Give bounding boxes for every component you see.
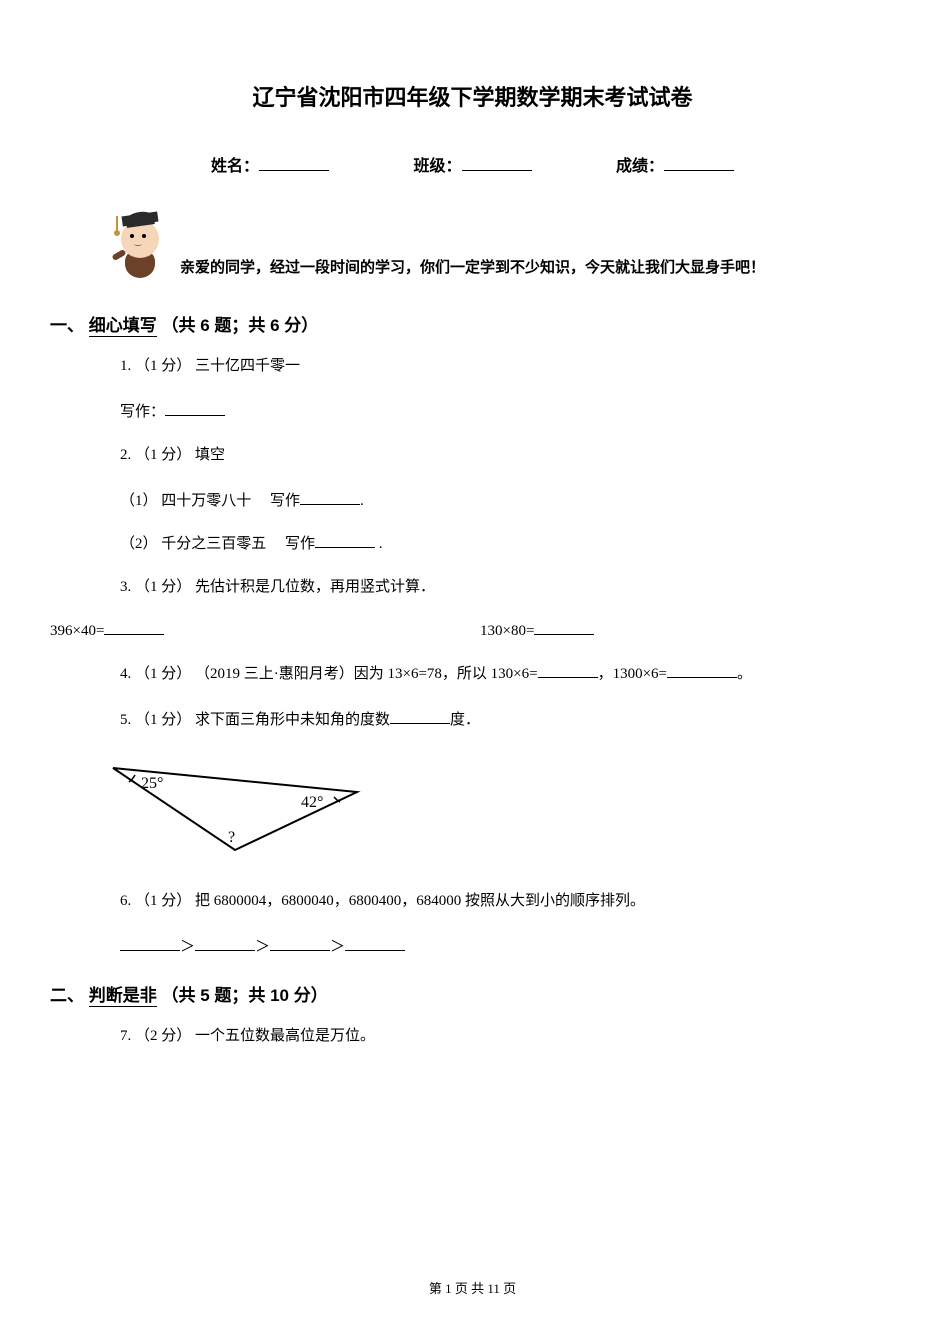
q2-p2-blank — [315, 534, 375, 548]
q2-p2-write: 写作 — [285, 536, 315, 552]
q2-p2-text: （2） 千分之三百零五 — [120, 536, 266, 552]
mascot-icon — [110, 206, 170, 281]
q6-gt1: ＞ — [180, 939, 195, 955]
q5-head: 5. （1 分） 求下面三角形中未知角的度数 — [120, 712, 390, 728]
section-2-scope: （共 5 题；共 10 分） — [161, 986, 327, 1005]
triangle-figure: 25° 42° ? — [105, 754, 895, 864]
question-6-answer: ＞ ＞ ＞ — [120, 935, 895, 956]
name-blank — [259, 170, 329, 171]
question-3: 3. （1 分） 先估计积是几位数，再用竖式计算． — [120, 575, 895, 599]
section-2-num: 二、 — [50, 986, 84, 1005]
greeting-row: 亲爱的同学，经过一段时间的学习，你们一定学到不少知识，今天就让我们大显身手吧！ — [110, 206, 895, 281]
class-label: 班级： — [413, 158, 461, 175]
question-3-expressions: 396×40= 130×80= — [50, 621, 895, 640]
q2-p2-end: . — [375, 536, 383, 552]
q3-blank2 — [534, 621, 594, 635]
q6-blank3 — [270, 937, 330, 951]
section-1-header: 一、 细心填写 （共 6 题；共 6 分） — [50, 311, 895, 336]
q3-blank1 — [104, 621, 164, 635]
q4-a: 4. （1 分） （2019 三上·惠阳月考）因为 13×6=78，所以 130… — [120, 666, 538, 682]
section-2-header: 二、 判断是非 （共 5 题；共 10 分） — [50, 981, 895, 1006]
q5-end: 度． — [450, 712, 480, 728]
question-4: 4. （1 分） （2019 三上·惠阳月考）因为 13×6=78，所以 130… — [120, 662, 895, 686]
question-6: 6. （1 分） 把 6800004，6800040，6800400，68400… — [120, 889, 895, 913]
footer-a: 第 — [429, 1281, 445, 1296]
footer-d: 11 — [487, 1281, 500, 1296]
q1-write-label: 写作： — [120, 404, 165, 420]
q4-blank1 — [538, 664, 598, 678]
question-7: 7. （2 分） 一个五位数最高位是万位。 — [120, 1024, 895, 1048]
q6-gt3: ＞ — [330, 939, 345, 955]
section-1-title: 细心填写 — [89, 316, 157, 337]
q2-p1-blank — [300, 491, 360, 505]
q1-blank — [165, 402, 225, 416]
exam-title: 辽宁省沈阳市四年级下学期数学期末考试试卷 — [50, 80, 895, 112]
section-1-num: 一、 — [50, 316, 84, 335]
question-2-p2: （2） 千分之三百零五 写作 . — [120, 532, 895, 553]
question-2: 2. （1 分） 填空 — [120, 443, 895, 467]
q2-p1-text: （1） 四十万零八十 — [120, 493, 251, 509]
greeting-text: 亲爱的同学，经过一段时间的学习，你们一定学到不少知识，今天就让我们大显身手吧！ — [180, 256, 765, 281]
score-blank — [664, 170, 734, 171]
class-blank — [462, 170, 532, 171]
footer-e: 页 — [500, 1281, 516, 1296]
question-1: 1. （1 分） 三十亿四千零一 — [120, 354, 895, 378]
triangle-svg: 25° 42° ? — [105, 754, 365, 859]
score-label: 成绩： — [616, 158, 664, 175]
question-1-sub: 写作： — [120, 400, 895, 421]
q2-p1-end: . — [360, 493, 364, 509]
section-1-scope: （共 6 题；共 6 分） — [161, 316, 318, 335]
q3-expr2: 130×80= — [480, 623, 534, 639]
question-5: 5. （1 分） 求下面三角形中未知角的度数 度． — [120, 708, 895, 732]
q4-end: 。 — [737, 666, 752, 682]
name-label: 姓名： — [211, 158, 259, 175]
angle-42: 42° — [301, 794, 323, 811]
angle-25: 25° — [141, 775, 163, 792]
angle-unknown: ? — [228, 829, 235, 846]
q6-blank4 — [345, 937, 405, 951]
question-2-p1: （1） 四十万零八十 写作. — [120, 489, 895, 510]
q6-blank1 — [120, 937, 180, 951]
q6-blank2 — [195, 937, 255, 951]
q5-blank — [390, 710, 450, 724]
footer-c: 页 共 — [452, 1281, 488, 1296]
q4-blank2 — [667, 664, 737, 678]
q3-expr1: 396×40= — [50, 623, 104, 639]
q6-gt2: ＞ — [255, 939, 270, 955]
student-info-row: 姓名： 班级： 成绩： — [50, 152, 895, 176]
q4-b: ，1300×6= — [598, 666, 667, 682]
q2-p1-write: 写作 — [270, 493, 300, 509]
section-2-title: 判断是非 — [89, 986, 157, 1007]
page-footer: 第 1 页 共 11 页 — [0, 1278, 945, 1297]
